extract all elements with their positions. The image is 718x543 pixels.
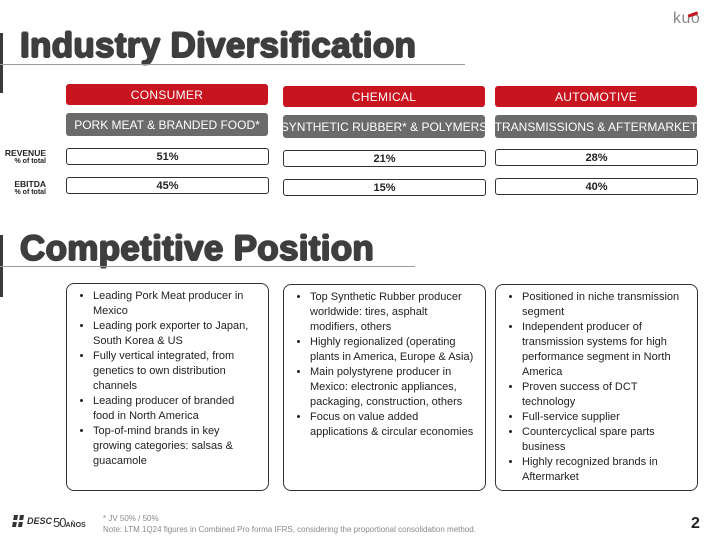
competitive-box-automotive: Positioned in niche transmission segment… — [495, 284, 698, 491]
segment-business-automotive: TRANSMISSIONS & AFTERMARKET — [495, 115, 697, 138]
ebitda-consumer: 45% — [66, 177, 269, 194]
footnote-jv: * JV 50% / 50% — [103, 514, 159, 523]
ebitda-automotive: 40% — [495, 178, 698, 195]
list-item: Positioned in niche transmission segment — [522, 290, 687, 320]
anniversary-number: 50 — [53, 515, 67, 530]
ebitda-label-text: EBITDA — [14, 179, 46, 189]
list-item: Countercyclical spare parts business — [522, 425, 687, 455]
revenue-label-sub: % of total — [14, 158, 47, 166]
page-number: 2 — [691, 515, 700, 532]
desc-logo: DESC — [12, 515, 52, 527]
segment-category-automotive: AUTOMOTIVE — [495, 86, 697, 107]
list-item: Leading producer of branded food in Nort… — [93, 394, 258, 424]
anniversary-logo: 50AÑOS — [53, 515, 86, 530]
section-marker-bar — [0, 33, 3, 93]
list-item: Main polystyrene producer in Mexico: ele… — [310, 365, 475, 410]
segment-business-chemical: SYNTHETIC RUBBER* & POLYMERS — [281, 115, 487, 138]
list-item: Leading pork exporter to Japan, South Ko… — [93, 319, 258, 349]
competitive-list-automotive: Positioned in niche transmission segment… — [506, 290, 687, 485]
list-item: Focus on value added applications & circ… — [310, 410, 475, 440]
ebitda-label: EBITDA % of total — [0, 179, 47, 197]
anniversary-word: AÑOS — [65, 522, 86, 529]
segment-category-consumer: CONSUMER — [66, 84, 268, 105]
ebitda-label-sub: % of total — [14, 189, 47, 197]
section-divider — [0, 266, 415, 267]
page-title: Industry Diversification — [20, 26, 417, 65]
competitive-list-chemical: Top Synthetic Rubber producer worldwide:… — [294, 290, 475, 440]
revenue-chemical: 21% — [283, 150, 486, 167]
competitive-box-chemical: Top Synthetic Rubber producer worldwide:… — [283, 284, 486, 491]
ebitda-chemical: 15% — [283, 179, 486, 196]
desc-logo-text: DESC — [27, 516, 53, 526]
revenue-label: REVENUE % of total — [0, 148, 47, 166]
list-item: Leading Pork Meat producer in Mexico — [93, 289, 258, 319]
list-item: Independent producer of transmission sys… — [522, 320, 687, 380]
list-item: Proven success of DCT technology — [522, 380, 687, 410]
list-item: Full-service supplier — [522, 410, 687, 425]
section-title: Competitive Position — [20, 229, 375, 268]
list-item: Fully vertical integrated, from genetics… — [93, 349, 258, 394]
desc-logo-icon — [12, 515, 26, 527]
revenue-automotive: 28% — [495, 149, 698, 166]
segment-business-consumer: PORK MEAT & BRANDED FOOD* — [66, 113, 268, 136]
list-item: Highly regionalized (operating plants in… — [310, 335, 475, 365]
list-item: Top Synthetic Rubber producer worldwide:… — [310, 290, 475, 335]
competitive-list-consumer: Leading Pork Meat producer in Mexico Lea… — [77, 289, 258, 469]
list-item: Top-of-mind brands in key growing catego… — [93, 424, 258, 469]
revenue-consumer: 51% — [66, 148, 269, 165]
segment-category-chemical: CHEMICAL — [283, 86, 485, 107]
title-divider — [0, 64, 465, 65]
competitive-box-consumer: Leading Pork Meat producer in Mexico Lea… — [66, 283, 269, 491]
list-item: Highly recognized brands in Aftermarket — [522, 455, 687, 485]
footnote: * JV 50% / 50% Note: LTM 1Q24 figures in… — [103, 513, 543, 535]
footnote-note: Note: LTM 1Q24 figures in Combined Pro f… — [103, 525, 476, 534]
revenue-label-text: REVENUE — [4, 148, 46, 158]
